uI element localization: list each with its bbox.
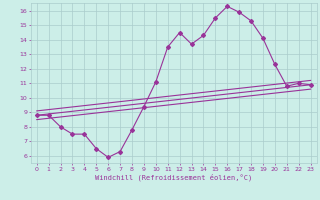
X-axis label: Windchill (Refroidissement éolien,°C): Windchill (Refroidissement éolien,°C) — [95, 173, 252, 181]
